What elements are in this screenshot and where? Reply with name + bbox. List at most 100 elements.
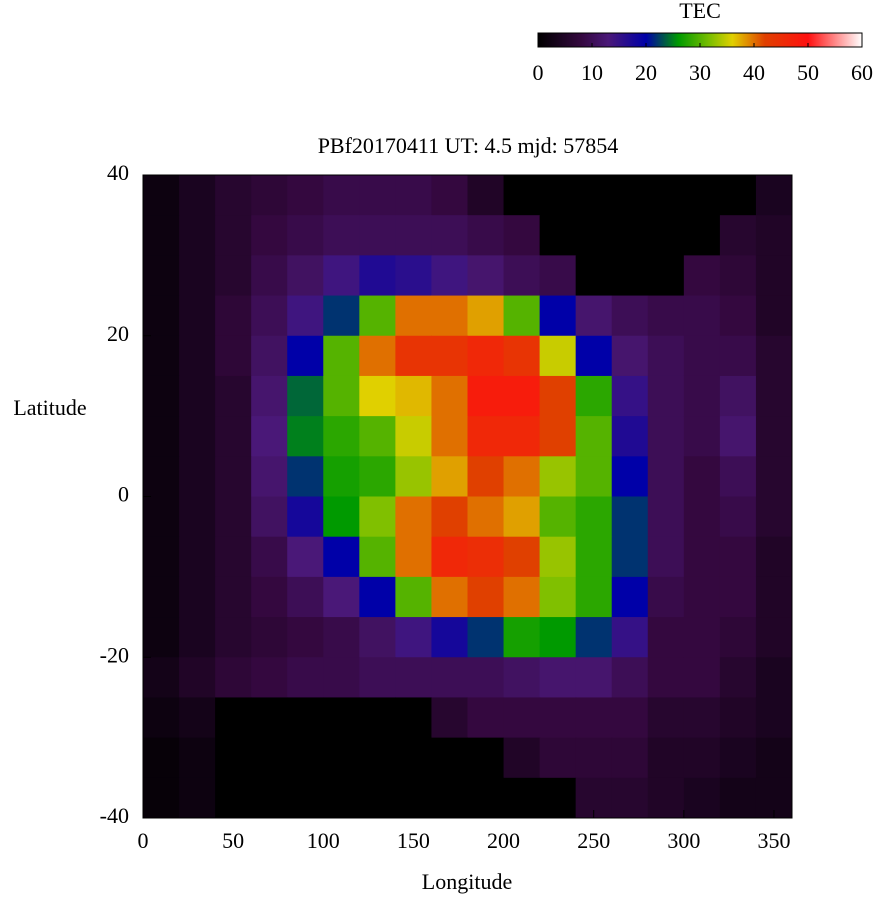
heat-cell [215,215,252,256]
heat-cell [611,255,649,297]
heat-cell [539,456,577,497]
heat-cell [395,496,432,538]
heat-cell [323,335,360,377]
heat-cell [575,657,613,698]
heat-cell [539,576,577,618]
heat-cell [503,175,541,216]
heat-cell [431,657,468,698]
heat-cell [251,576,288,618]
heat-cell [431,295,468,337]
heat-cell [755,215,793,256]
heat-cell [467,416,505,457]
heat-cell [431,737,468,779]
heat-cell [611,175,649,216]
colorbar-title: TEC [679,0,721,23]
x-tick-label: 300 [667,828,700,853]
heat-cell [395,416,432,457]
heat-cell [179,375,216,417]
colorbar-tick-label: 30 [689,60,711,85]
heat-cell [647,737,685,779]
heat-cell [647,496,685,538]
heat-cell [647,777,685,819]
heat-cell [503,737,541,779]
heat-cell [683,295,721,337]
heat-cell [287,697,324,739]
heat-cell [611,295,649,337]
heat-cell [755,416,793,457]
heat-cell [683,576,721,618]
heat-cell [287,295,324,337]
heat-cell [647,536,685,578]
heat-cell [215,175,252,216]
heat-cell [287,456,324,497]
heat-cell [719,335,757,377]
heat-cell [179,536,216,578]
heat-cell [179,255,216,297]
heat-cell [143,697,180,739]
x-tick-label: 150 [397,828,430,853]
heat-cell [251,375,288,417]
heat-cell [755,335,793,377]
heat-cell [215,536,252,578]
heat-cell [611,697,649,739]
heat-cell [647,175,685,216]
heat-cell [287,255,324,297]
heat-cell [179,617,216,658]
heat-cell [503,295,541,337]
heat-cell [503,777,541,819]
heat-cell [683,737,721,779]
heat-cell [251,737,288,779]
heat-cell [755,175,793,216]
heat-cell [251,657,288,698]
heat-cell [755,536,793,578]
heat-cell [287,215,324,256]
heat-cell [539,295,577,337]
heat-cell [143,576,180,618]
heat-cell [575,215,613,256]
heat-cell [611,777,649,819]
heat-cell [251,697,288,739]
heat-cell [395,657,432,698]
heat-cell [611,496,649,538]
x-tick-label: 350 [757,828,790,853]
heat-cell [611,416,649,457]
heat-cell [323,536,360,578]
heat-cell [755,617,793,658]
heat-cell [251,255,288,297]
heat-cell [647,576,685,618]
heat-cell [719,576,757,618]
heat-cell [611,456,649,497]
heat-cell [359,496,396,538]
heat-cell [143,335,180,377]
heat-cell [503,496,541,538]
heat-cell [179,175,216,216]
heat-cell [503,697,541,739]
heat-cell [683,416,721,457]
heat-cell [467,456,505,497]
heat-cell [575,175,613,216]
heat-cell [683,496,721,538]
x-tick-label: 0 [138,828,149,853]
y-tick-label: 20 [107,321,129,346]
chart-title: PBf20170411 UT: 4.5 mjd: 57854 [318,133,619,158]
heat-cell [503,335,541,377]
heat-cell [611,576,649,618]
heat-cell [611,215,649,256]
heat-cell [647,456,685,497]
heat-cell [359,576,396,618]
heat-cell [539,496,577,538]
colorbar-tick-label: 60 [851,60,873,85]
heat-cell [323,375,360,417]
heat-cell [215,375,252,417]
heat-cell [179,496,216,538]
heat-cell [539,697,577,739]
heat-cell [215,697,252,739]
heat-cell [467,697,505,739]
heat-cell [575,536,613,578]
heat-cell [719,295,757,337]
heat-cell [323,255,360,297]
heat-cell [251,416,288,457]
heat-cell [143,777,180,819]
heat-cell [431,617,468,658]
heat-cell [179,416,216,457]
